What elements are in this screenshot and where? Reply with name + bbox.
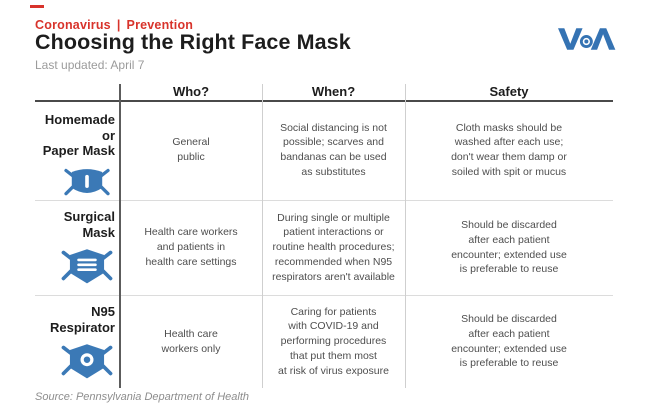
cell-surgical-when: During single or multiple patient intera… — [272, 211, 395, 283]
voa-logo-icon — [558, 28, 616, 50]
cell-n95-safety: Should be discarded after each patient e… — [451, 313, 567, 370]
header-underline — [35, 100, 613, 102]
cell-homemade-when: Social distancing is not possible; scarv… — [280, 121, 387, 178]
row-header-surgical-mask: Surgical Mask — [35, 200, 120, 295]
page-title: Choosing the Right Face Mask — [35, 30, 351, 54]
column-divider-when-safety — [405, 84, 406, 388]
homemade-paper-mask-icon — [64, 168, 110, 196]
cell-homemade-who: General public — [172, 136, 210, 163]
accent-dash — [30, 5, 44, 8]
row-divider — [35, 200, 613, 201]
surgical-mask-icon — [61, 249, 113, 284]
cell-surgical-safety: Should be discarded after each patient e… — [451, 219, 567, 276]
cell-n95-who: Health care workers only — [161, 327, 221, 355]
column-divider-who-when — [262, 84, 263, 388]
column-header-who: Who? — [172, 84, 210, 99]
n95-respirator-icon — [61, 344, 113, 379]
row-header-homemade-paper-mask: Homemade or Paper Mask — [35, 100, 120, 200]
cell-homemade-safety: Cloth masks should be washed after each … — [451, 121, 567, 178]
voa-logo — [558, 28, 616, 50]
row-header-n95-respirator: N95 Respirator — [35, 295, 120, 388]
table-corner-cell — [35, 84, 120, 100]
row-label: Homemade or Paper Mask — [42, 112, 115, 159]
row-label: Surgical Mask — [63, 209, 115, 240]
row-divider — [35, 295, 613, 296]
cell-surgical-who: Health care workers and patients in heal… — [144, 226, 238, 268]
category-breadcrumb: Coronavirus | Prevention — [35, 18, 193, 32]
column-divider-labels — [119, 84, 121, 388]
mask-comparison-table: Who? When? Safety Homemade or Paper Mask… — [35, 84, 613, 388]
source-note: Source: Pennsylvania Department of Healt… — [35, 391, 250, 403]
column-header-safety: Safety — [489, 84, 529, 99]
category-separator: | — [116, 18, 121, 32]
category-prevention: Prevention — [126, 18, 194, 32]
cell-n95-when: Caring for patients with COVID-19 and pe… — [278, 305, 389, 377]
category-coronavirus: Coronavirus — [35, 18, 111, 32]
column-header-when: When? — [311, 84, 356, 99]
last-updated-label: Last updated: April 7 — [35, 58, 145, 72]
row-label: N95 Respirator — [49, 304, 115, 335]
